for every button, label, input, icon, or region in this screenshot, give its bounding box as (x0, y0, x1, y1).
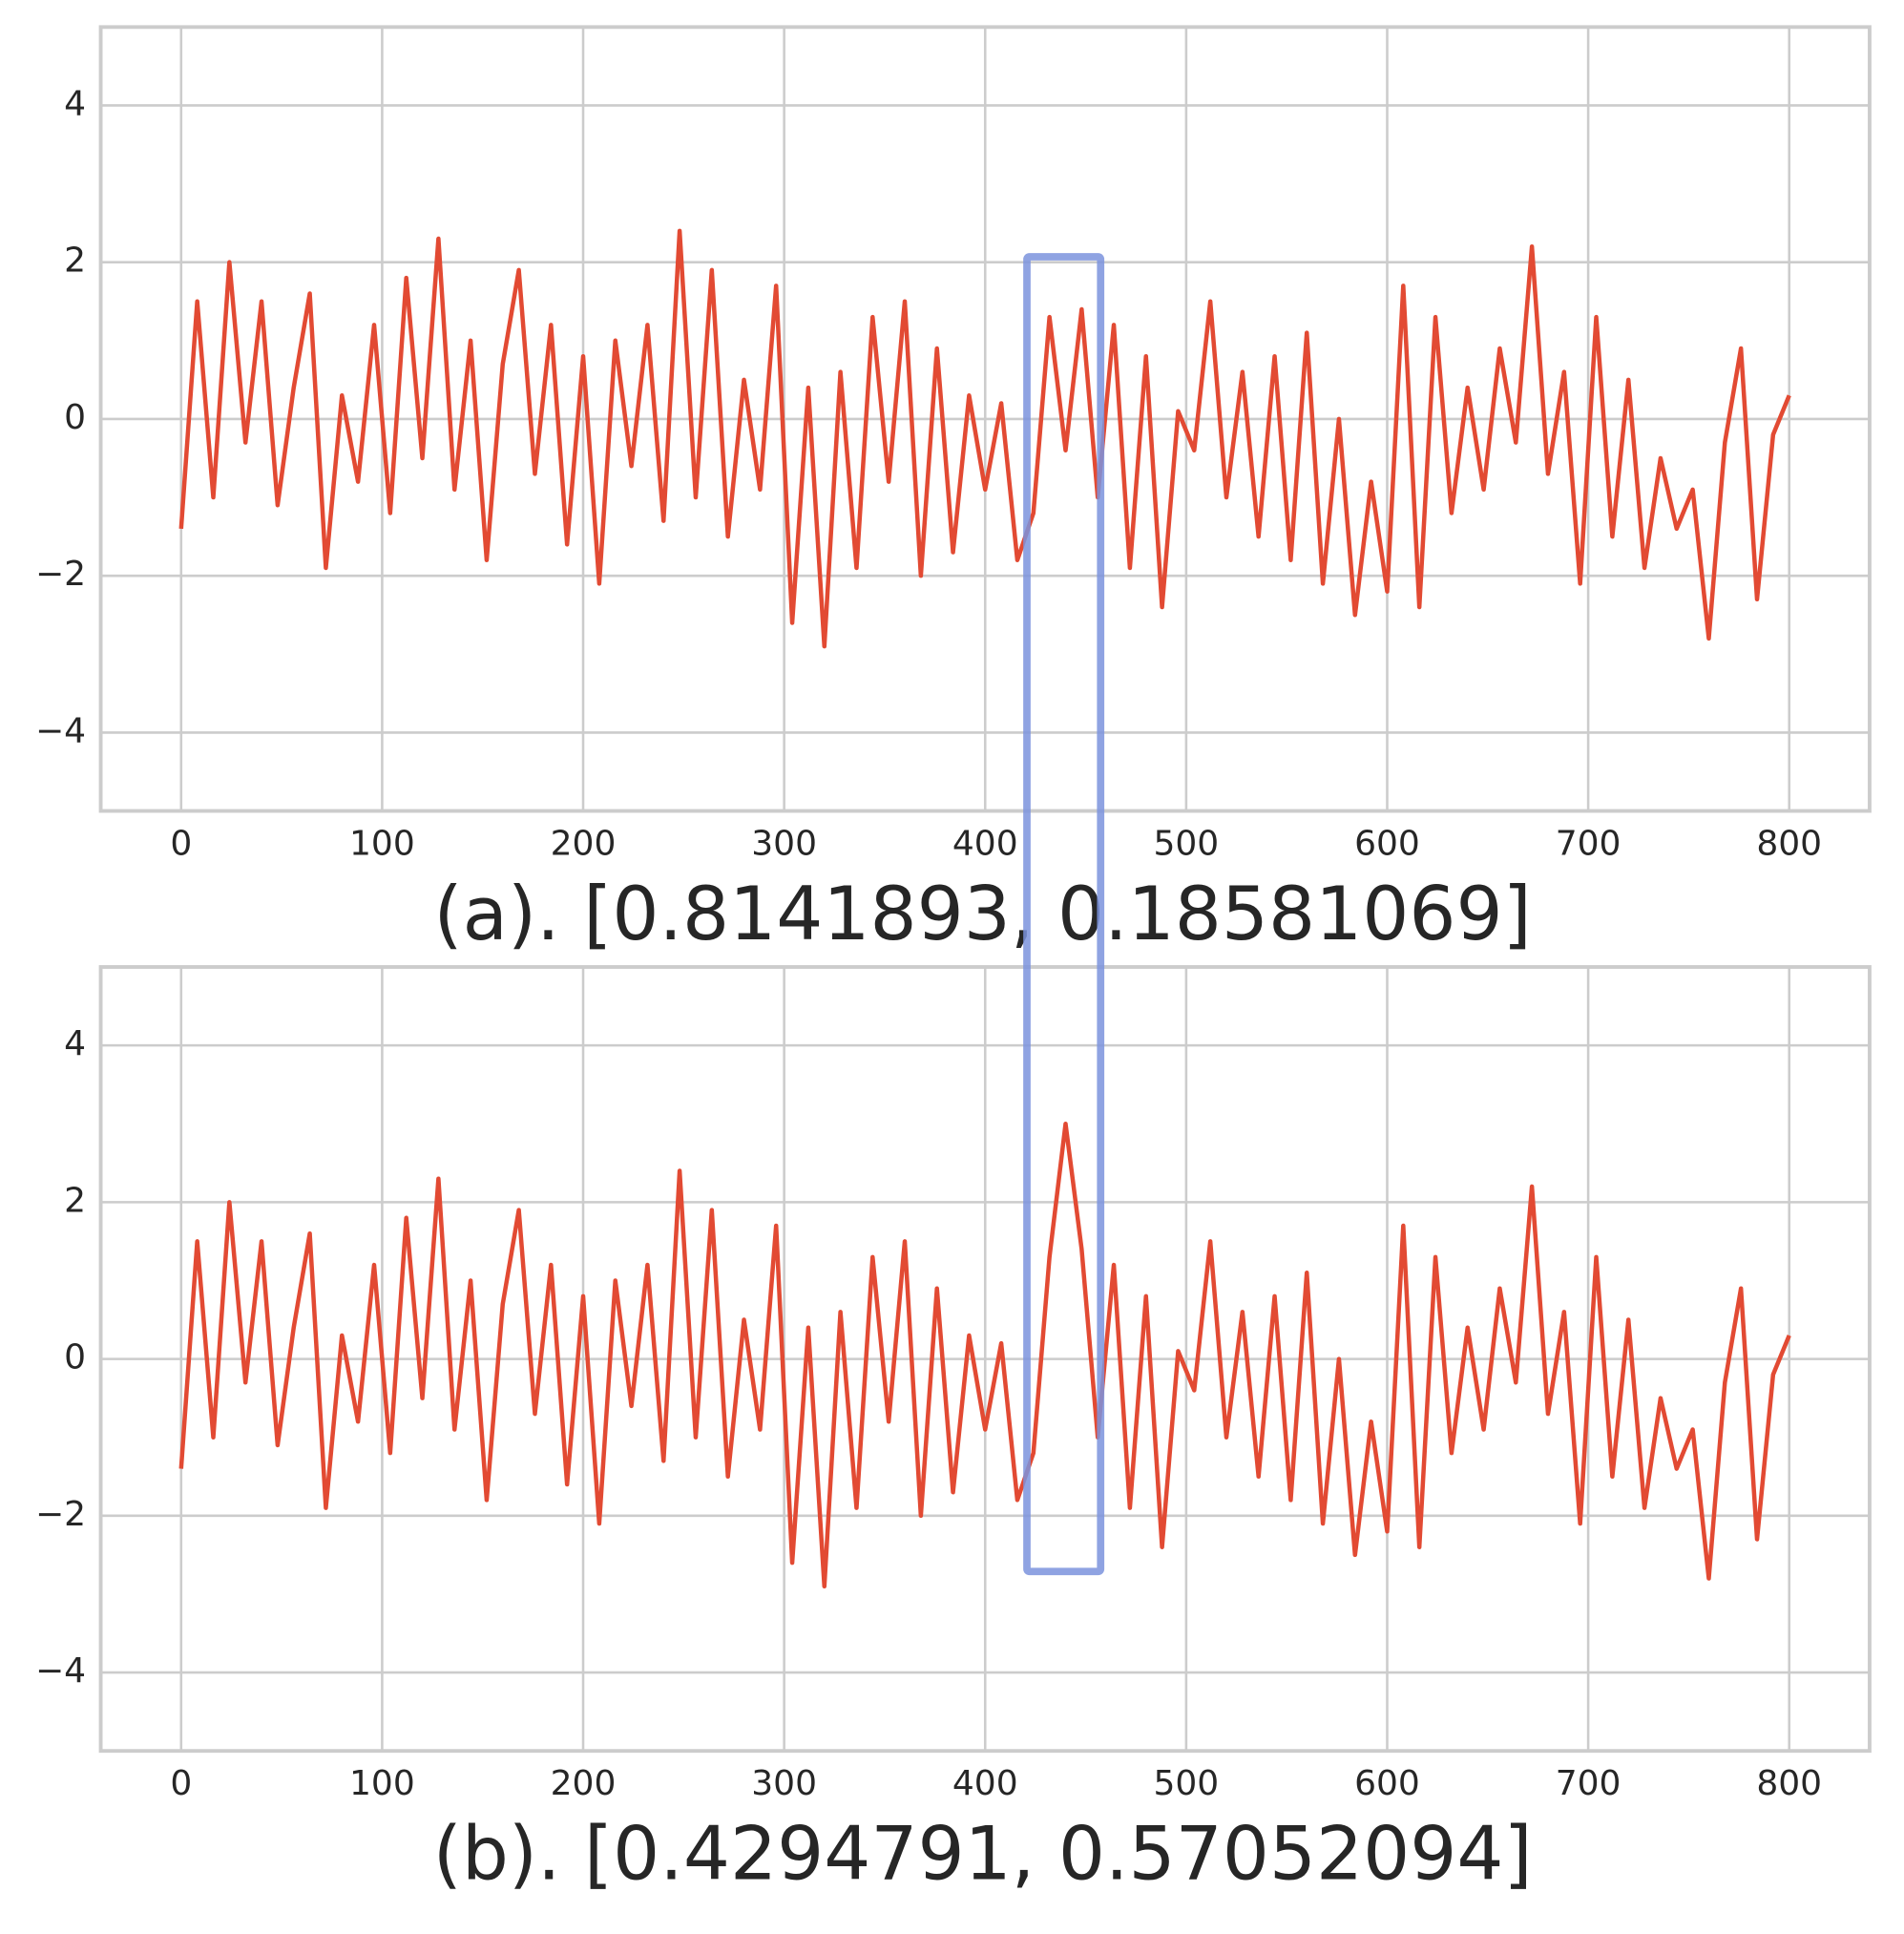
subplot-title: (b). [0.4294791, 0.57052094] (433, 1811, 1533, 1897)
x-tick-label: 100 (349, 1764, 415, 1803)
x-tick-label: 300 (751, 825, 817, 864)
x-tick-label: 300 (751, 1764, 817, 1803)
x-tick-label: 700 (1556, 825, 1622, 864)
y-tick-label: 0 (64, 398, 86, 437)
x-tick-label: 0 (170, 825, 192, 864)
y-tick-label: 4 (64, 1024, 86, 1063)
data-line (178, 228, 1791, 649)
x-tick-label: 200 (551, 825, 617, 864)
x-tick-label: 500 (1153, 1764, 1219, 1803)
axes-frame (98, 25, 1872, 813)
y-tick-label: 4 (64, 84, 86, 123)
x-tick-label: 100 (349, 825, 415, 864)
y-tick-label: −2 (35, 1495, 86, 1534)
y-tick-label: 2 (64, 242, 86, 281)
y-tick-label: 0 (64, 1338, 86, 1377)
y-tick-label: −4 (35, 711, 86, 750)
axes-frame (98, 965, 1872, 1754)
x-tick-label: 400 (952, 1764, 1018, 1803)
highlight-box (1023, 253, 1105, 1576)
data-line (178, 1121, 1791, 1589)
x-tick-label: 600 (1354, 825, 1420, 864)
y-tick-label: 2 (64, 1181, 86, 1220)
x-tick-label: 800 (1756, 1764, 1822, 1803)
x-tick-label: 400 (952, 825, 1018, 864)
x-tick-label: 600 (1354, 1764, 1420, 1803)
x-tick-label: 700 (1556, 1764, 1622, 1803)
x-tick-label: 800 (1756, 825, 1822, 864)
subplot-title: (a). [0.8141893, 0.18581069] (434, 872, 1532, 957)
x-tick-label: 200 (551, 1764, 617, 1803)
x-tick-label: 0 (170, 1764, 192, 1803)
x-tick-label: 500 (1153, 825, 1219, 864)
y-tick-label: −4 (35, 1651, 86, 1691)
y-tick-label: −2 (35, 555, 86, 594)
